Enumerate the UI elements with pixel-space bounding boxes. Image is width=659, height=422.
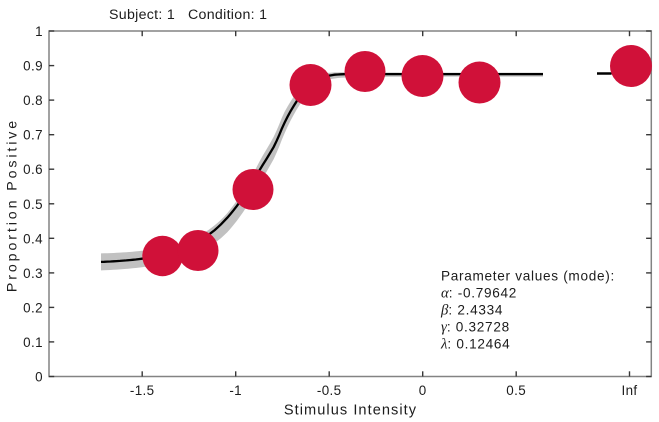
svg-text:0.7: 0.7 [23,128,43,143]
svg-text:λ: 0.12464: λ: 0.12464 [440,337,510,353]
svg-text:Condition: 1: Condition: 1 [188,7,267,23]
svg-text:Inf: Inf [621,383,637,398]
svg-text:Parameter values (mode):: Parameter values (mode): [441,269,615,284]
svg-text:0.5: 0.5 [506,383,526,398]
svg-text:α: -0.79642: α: -0.79642 [441,286,517,302]
svg-text:γ: 0.32728: γ: 0.32728 [441,320,510,336]
svg-text:0.4: 0.4 [23,231,43,246]
svg-text:0.2: 0.2 [23,300,43,315]
svg-text:0.6: 0.6 [23,162,43,177]
svg-text:Stimulus Intensity: Stimulus Intensity [284,402,417,418]
svg-text:0.1: 0.1 [23,335,43,350]
svg-text:-1.5: -1.5 [130,383,155,398]
svg-text:0: 0 [35,370,43,385]
svg-text:Proportion Positive: Proportion Positive [5,118,21,292]
svg-text:0.9: 0.9 [23,59,43,74]
svg-text:0.5: 0.5 [23,197,43,212]
svg-text:Subject: 1: Subject: 1 [109,7,175,23]
svg-text:1: 1 [35,24,43,39]
svg-text:-0.5: -0.5 [317,383,342,398]
svg-text:β: 2.4334: β: 2.4334 [440,303,503,319]
svg-text:0: 0 [419,383,427,398]
svg-text:0.8: 0.8 [23,93,43,108]
svg-text:-1: -1 [229,383,242,398]
svg-text:0.3: 0.3 [23,266,43,281]
